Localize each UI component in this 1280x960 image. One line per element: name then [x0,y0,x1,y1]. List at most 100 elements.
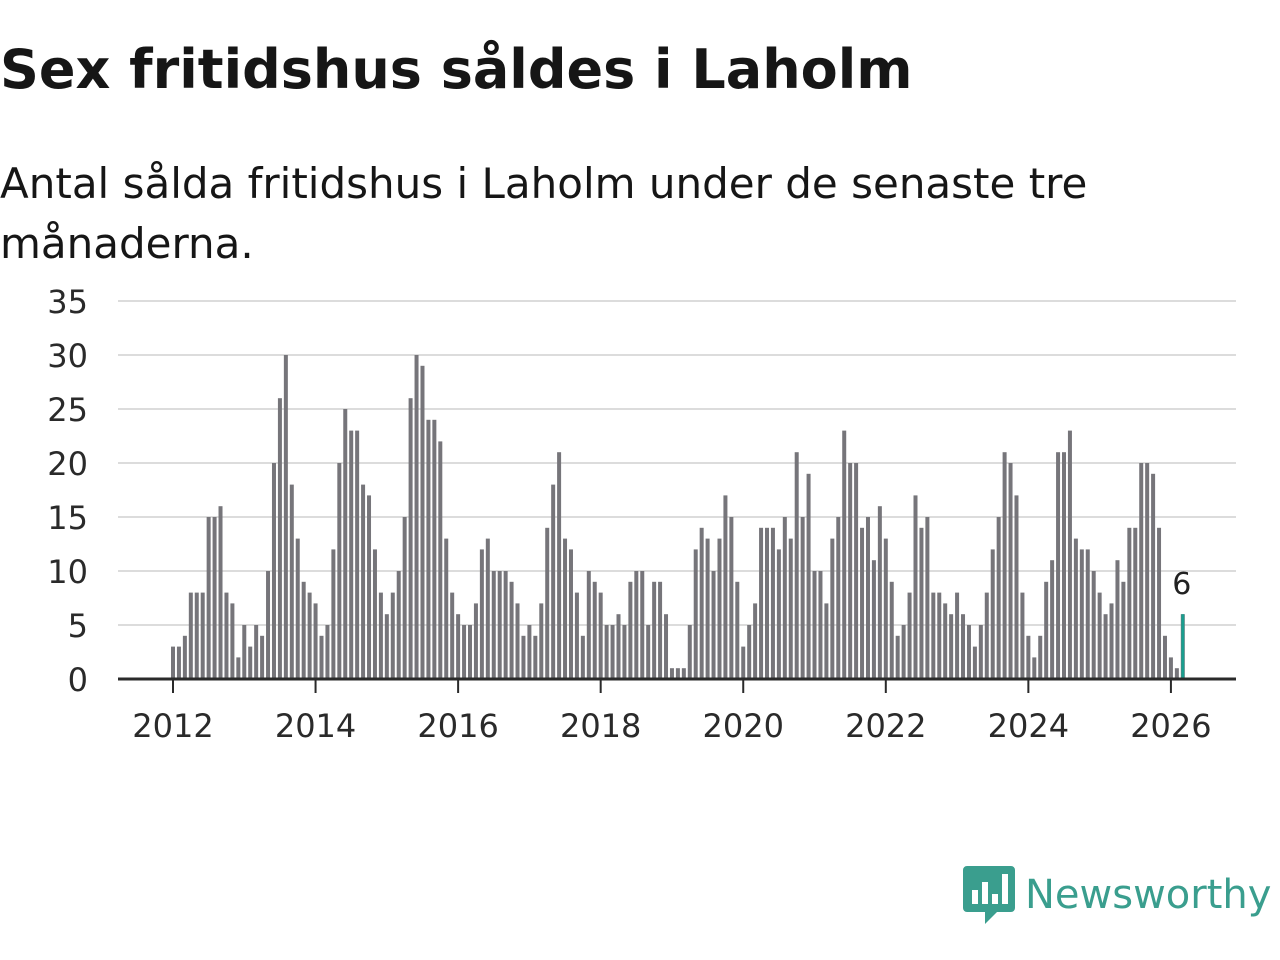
bar[interactable] [741,646,746,679]
bar[interactable] [485,538,490,679]
bar[interactable] [1044,581,1049,679]
bar[interactable] [1020,592,1025,679]
newsworthy-logo[interactable]: Newsworthy [963,862,1271,928]
bar[interactable] [1157,527,1162,679]
bar[interactable] [907,592,912,679]
bar[interactable] [218,506,223,679]
bar[interactable] [355,430,360,679]
bar[interactable] [367,495,372,679]
bar[interactable] [913,495,918,679]
bar[interactable] [254,625,259,679]
bar[interactable] [1151,473,1156,679]
bar[interactable] [521,635,526,679]
bar[interactable] [1145,463,1150,679]
bar[interactable] [1103,614,1108,679]
bar[interactable] [545,527,550,679]
bar[interactable] [978,625,983,679]
bar[interactable] [800,517,805,679]
bar[interactable] [895,635,900,679]
bar[interactable] [955,592,960,679]
bar[interactable] [860,527,865,679]
bar[interactable] [984,592,989,679]
bar[interactable] [806,473,811,679]
bar[interactable] [206,517,211,679]
bar[interactable] [1008,463,1013,679]
bar[interactable] [343,409,348,679]
bar[interactable] [509,581,514,679]
bar[interactable] [592,581,597,679]
bar[interactable] [765,527,769,679]
bar[interactable] [669,668,674,679]
bar[interactable] [865,517,870,679]
bar[interactable] [277,398,282,679]
bar[interactable] [729,517,734,679]
bar[interactable] [711,571,716,679]
bar[interactable] [568,549,573,679]
bar[interactable] [747,625,752,679]
bar[interactable] [497,571,502,679]
bar[interactable] [289,484,294,679]
bar[interactable] [349,430,354,679]
bar[interactable] [1062,452,1066,679]
bar[interactable] [176,646,181,679]
bar[interactable] [622,625,627,679]
bar[interactable] [735,581,740,679]
bar[interactable] [378,592,383,679]
bar[interactable] [990,549,995,679]
bar[interactable] [319,635,324,679]
bar[interactable] [260,635,265,679]
bar[interactable] [610,625,615,679]
bar[interactable] [551,484,556,679]
bar[interactable] [652,581,657,679]
bar[interactable] [1038,635,1043,679]
bar[interactable] [563,538,568,679]
bar[interactable] [854,463,859,679]
bar[interactable] [1115,560,1120,679]
bar[interactable] [479,549,484,679]
bar[interactable] [212,517,217,679]
bar[interactable] [1085,549,1090,679]
bar[interactable] [1109,603,1114,679]
bar[interactable] [533,635,538,679]
bar[interactable] [788,538,793,679]
bar[interactable] [937,592,942,679]
bar[interactable] [1067,430,1072,679]
bar[interactable] [836,517,841,679]
bar[interactable] [414,355,419,679]
bar[interactable] [432,419,437,679]
bar[interactable] [646,625,651,679]
bar[interactable] [408,398,413,679]
bar[interactable] [580,635,585,679]
bar[interactable] [295,538,300,679]
bar[interactable] [830,538,835,679]
bar[interactable] [450,592,455,679]
bar[interactable] [699,527,704,679]
bar[interactable] [1002,452,1007,679]
bar[interactable] [1014,495,1019,679]
bar[interactable] [527,625,532,679]
bar[interactable] [420,365,425,679]
bar[interactable] [717,538,722,679]
bar[interactable] [301,581,306,679]
bar[interactable] [901,625,906,679]
bar[interactable] [996,517,1001,679]
bar[interactable] [372,549,377,679]
bar[interactable] [705,538,710,679]
bar[interactable] [503,571,508,679]
bar[interactable] [1162,635,1167,679]
bar[interactable] [883,538,888,679]
bar[interactable] [248,646,253,679]
bar[interactable] [515,603,520,679]
bar[interactable] [943,603,948,679]
bar[interactable] [574,592,579,679]
bar[interactable] [200,592,205,679]
bar[interactable] [1121,581,1126,679]
bar[interactable] [681,668,686,679]
bar[interactable] [426,419,431,679]
bar[interactable] [871,560,876,679]
bar[interactable] [949,614,954,679]
bar[interactable] [1127,527,1132,679]
bar[interactable] [331,549,336,679]
bar[interactable] [794,452,799,679]
bar[interactable] [473,603,478,679]
